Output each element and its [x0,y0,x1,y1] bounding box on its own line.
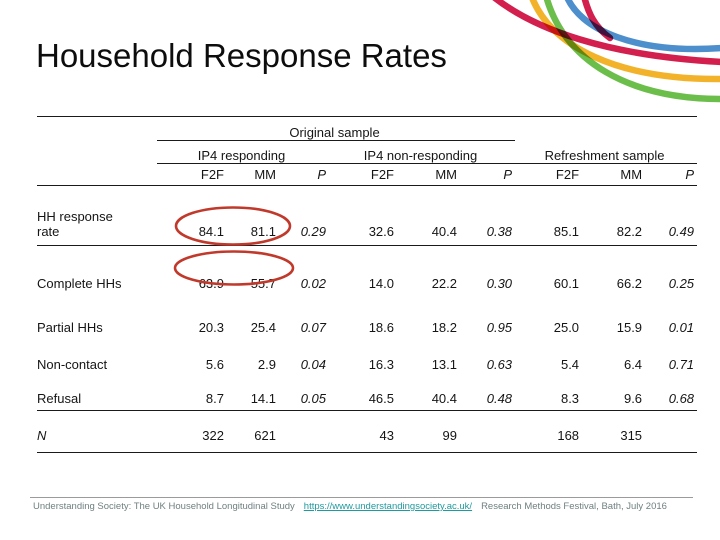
footer-divider [30,497,693,498]
row-label: Complete HHs [37,276,122,291]
cell-value: 0.49 [645,185,698,246]
cell-value: 0.68 [645,377,698,411]
cell-value: 60.1 [553,276,580,291]
cell-value: 0.29 [279,185,329,246]
cell-value: 0.63 [486,357,513,372]
cell-value: 0.01 [668,320,695,335]
table-column-header-row: F2F MM P F2F MM P F2F MM P [37,163,698,186]
cell-value: 8.3 [515,377,583,411]
cell-value: 168 [515,410,583,453]
cell-value: 0.38 [460,185,516,246]
cell-value: 18.2 [431,320,457,335]
cell-value: 43 [329,410,397,453]
table-row-non-contact: Non-contact 5.6 2.9 0.04 16.3 13.1 0.63 … [37,340,697,377]
cell-value: 18.6 [368,320,394,335]
table-subgroup-header-row: IP4 responding IP4 non-responding [37,140,697,164]
cell-value: 2.9 [257,357,276,372]
cell-value: 22.2 [431,276,457,291]
row-label: Non-contact [37,357,108,372]
slide-title: Household Response Rates [36,37,447,74]
table-row-partial-hhs: Partial HHs 20.3 25.4 0.07 18.6 18.2 0.9… [37,298,697,340]
col-header-p: P [645,163,698,186]
cell-value: 5.6 [205,357,224,372]
cell-value: 32.6 [329,185,397,246]
cell-value: 6.4 [623,357,643,372]
cell-value: 20.3 [198,320,224,335]
cell-value: 84.1 [157,185,227,246]
cell-value: 315 [582,410,646,453]
footer-study-name: Understanding Society: The UK Household … [33,501,295,512]
cell-value: 16.3 [368,357,394,372]
table-row-n: N 322 621 43 99 168 315 [37,410,698,453]
table-row-complete-hhs: Complete HHs 63.9 55.7 0.02 14.0 22.2 0.… [37,246,697,299]
row-label: N [37,410,157,453]
header-original-sample: Original sample [157,116,516,141]
cell-value: 0.02 [300,276,326,291]
cell-value: 9.6 [582,377,646,411]
brand-swirl-graphic [492,0,720,103]
cell-value: 81.1 [227,185,279,246]
cell-value: 0.48 [460,377,516,411]
response-rates-table: Original sample Refreshment sample IP4 r… [37,116,698,453]
table-group-header-row: Original sample Refreshment sample [37,116,698,164]
cell-value: 0.07 [300,320,326,335]
cell-value: 322 [157,410,227,453]
cell-value: 82.2 [582,185,646,246]
col-header-mm: MM [397,163,460,186]
cell-value: 46.5 [329,377,397,411]
slide-footer: Understanding Society: The UK Household … [33,501,697,512]
row-label: Refusal [37,377,157,411]
cell-value: 14.0 [368,276,394,291]
cell-value [460,410,516,453]
cell-value: 8.7 [157,377,227,411]
cell-value: 621 [227,410,279,453]
col-header-p: P [460,163,516,186]
cell-value: 40.4 [397,185,460,246]
cell-value: 0.05 [279,377,329,411]
cell-value: 0.25 [668,276,695,291]
table-row-refusal: Refusal 8.7 14.1 0.05 46.5 40.4 0.48 8.3… [37,377,698,411]
cell-value: 0.30 [486,276,513,291]
cell-value: 5.4 [560,357,580,372]
header-ip4-non-responding: IP4 non-responding [329,140,516,164]
cell-value: 0.71 [668,357,695,372]
col-header-mm: MM [582,163,646,186]
cell-value: 66.2 [616,276,643,291]
footer-website-link[interactable]: https://www.understandingsociety.ac.uk/ [303,501,473,512]
row-label: HH response rate [37,185,157,246]
row-label: Partial HHs [37,320,103,335]
cell-value: 13.1 [431,357,457,372]
cell-value: 0.95 [486,320,513,335]
cell-value: 25.0 [553,320,580,335]
col-header-f2f: F2F [515,163,583,186]
cell-value: 40.4 [397,377,460,411]
cell-value: 25.4 [250,320,276,335]
cell-value: 15.9 [616,320,643,335]
col-header-mm: MM [227,163,279,186]
cell-value: 55.7 [250,276,276,291]
table-row-hh-response-rate: HH response rate 84.1 81.1 0.29 32.6 40.4… [37,185,698,246]
empty-corner-cell [37,117,157,164]
col-header-p: P [279,163,329,186]
cell-value: 63.9 [198,276,224,291]
cell-value: 14.1 [227,377,279,411]
cell-value: 85.1 [515,185,583,246]
cell-value [645,410,698,453]
header-refreshment-sample: Refreshment sample [515,116,698,164]
cell-value: 99 [397,410,460,453]
footer-event-name: Research Methods Festival, Bath, July 20… [481,501,667,512]
cell-value [279,410,329,453]
cell-value: 0.04 [300,357,326,372]
col-header-f2f: F2F [329,163,397,186]
header-ip4-responding: IP4 responding [157,140,329,164]
col-header-f2f: F2F [157,163,227,186]
